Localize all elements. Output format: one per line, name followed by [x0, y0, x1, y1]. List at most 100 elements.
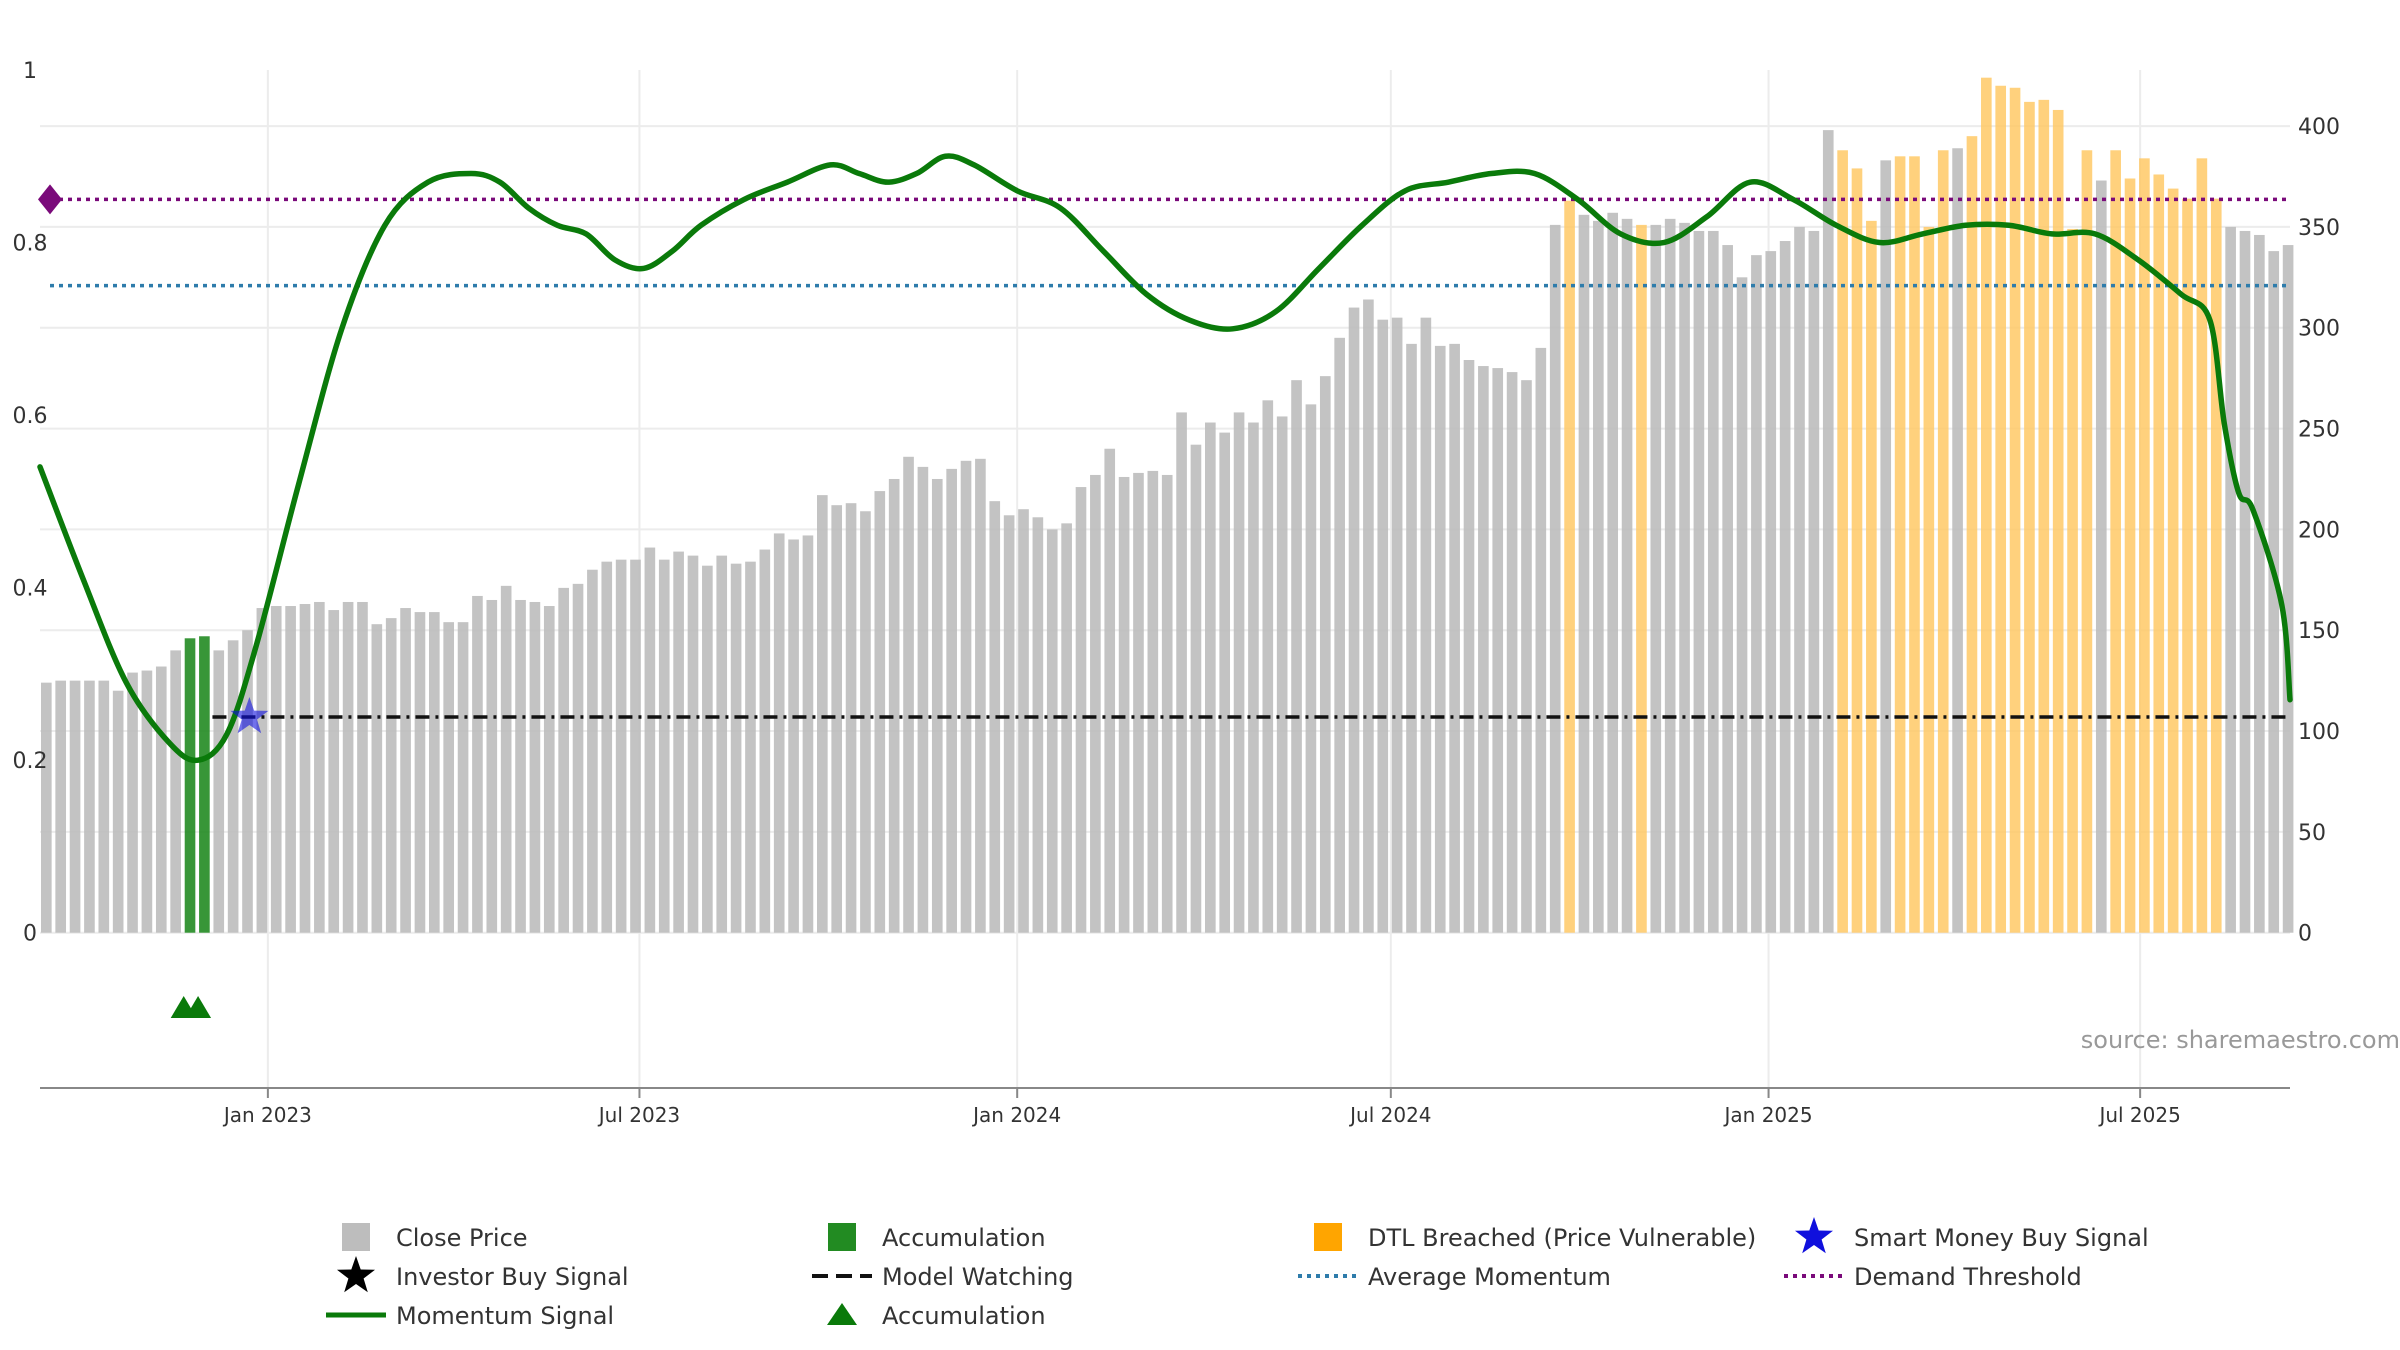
close-price-bar	[960, 460, 972, 933]
left-tick-label: 0.6	[13, 404, 48, 429]
close-price-bar	[328, 610, 340, 933]
close-price-bar	[500, 585, 512, 933]
legend-label: Model Watching	[882, 1263, 1074, 1291]
dtl-breached-bar	[2153, 174, 2165, 933]
close-price-bar	[1032, 517, 1044, 933]
close-price-bar	[1765, 251, 1777, 933]
close-price-bar	[1104, 448, 1116, 933]
close-price-bar	[1535, 347, 1547, 933]
right-tick-label: 0	[2298, 922, 2312, 947]
dtl-legend-swatch	[1314, 1223, 1342, 1251]
close-price-bar	[1779, 241, 1791, 933]
legend-item-smart-money: Smart Money Buy Signal	[1795, 1217, 2149, 1254]
close-price-bar	[1147, 470, 1159, 933]
close-price-bar	[1593, 220, 1604, 933]
close-price-bar	[1751, 255, 1762, 933]
investor-buy-legend-star	[337, 1256, 375, 1293]
close-price-bar	[644, 547, 656, 933]
close-price-bar	[658, 559, 670, 933]
close-price-bar	[745, 561, 756, 933]
close-price-bar	[975, 458, 986, 933]
right-tick-label: 350	[2298, 216, 2340, 241]
accumulation-bar	[184, 638, 196, 933]
close-price-bar	[1334, 337, 1345, 933]
dtl-breached-bar	[2182, 198, 2193, 933]
close-price-bar	[213, 650, 225, 933]
close-price-bar	[1305, 404, 1317, 933]
close-price-bar	[1046, 529, 1058, 933]
close-price-bar	[486, 599, 498, 933]
legend-item-dtl: DTL Breached (Price Vulnerable)	[1314, 1223, 1756, 1252]
demand-threshold-diamond	[38, 184, 62, 215]
close-price-bar	[2254, 234, 2265, 933]
close-price-bar	[831, 505, 843, 933]
dtl-breached-bar	[2038, 99, 2050, 933]
dtl-breached-bar	[2210, 198, 2222, 933]
close-price-bar	[84, 680, 95, 933]
close-price-bar	[443, 622, 455, 933]
dtl-breached-bar	[1636, 224, 1647, 933]
legend-label: Accumulation	[882, 1224, 1046, 1252]
legend-item-demand-threshold: Demand Threshold	[1784, 1263, 2082, 1291]
close-price-bar	[1808, 230, 1820, 933]
close-price-bar	[788, 539, 799, 933]
close-price-bar	[2268, 251, 2280, 933]
dtl-breached-bar	[2139, 158, 2150, 933]
close-price-bar	[1822, 130, 1834, 933]
close-price-bar	[1018, 509, 1029, 933]
close-price-bar	[357, 601, 368, 933]
close-price-bar	[587, 569, 598, 933]
close-price-bar	[141, 670, 153, 933]
close-price-bar	[472, 595, 483, 933]
dtl-breached-bar	[2052, 109, 2064, 933]
close-price-bar	[860, 511, 871, 933]
close-price-bar	[903, 456, 914, 933]
close-price-bar	[1434, 345, 1446, 933]
source-label: source: sharemaestro.com	[2081, 1026, 2400, 1054]
dtl-breached-bar	[1923, 226, 1935, 933]
close-price-bar	[41, 682, 52, 933]
close-price-bar	[529, 601, 541, 933]
right-tick-label: 400	[2298, 115, 2340, 140]
close-price-bar	[1449, 343, 1460, 933]
dtl-breached-bar	[2110, 150, 2121, 933]
dtl-breached-bar	[2081, 150, 2093, 933]
close-price-bar	[759, 549, 771, 933]
close-price-bar	[1205, 422, 1216, 933]
x-tick-label: Jan 2023	[222, 1103, 312, 1127]
close-price-bar	[170, 650, 181, 933]
legend-label: Momentum Signal	[396, 1302, 614, 1330]
close-price-bar	[55, 680, 67, 933]
close-price-bar	[515, 599, 526, 933]
dtl-breached-bar	[2196, 158, 2208, 933]
close-price-bar	[242, 630, 253, 933]
close-price-bar	[989, 501, 1001, 933]
close-price-bar	[773, 533, 785, 933]
legend-label: Close Price	[396, 1224, 528, 1252]
close-price-bar	[98, 680, 110, 933]
x-tick-label: Jul 2025	[2097, 1103, 2180, 1127]
close-price-bar	[1952, 148, 1963, 933]
smart-money-legend-star	[1795, 1217, 1833, 1254]
close-price-bar	[127, 672, 138, 933]
close-price-bar	[1607, 212, 1619, 933]
close-price-bar	[270, 606, 282, 933]
legend-item-momentum-signal: Momentum Signal	[326, 1302, 614, 1330]
legend-label: Investor Buy Signal	[396, 1263, 629, 1291]
close-price-bar	[1679, 222, 1690, 933]
accumulation-bar	[199, 636, 210, 933]
close-price-bar	[1578, 214, 1590, 933]
momentum-signal-line	[37, 153, 2293, 764]
close-price-bar	[730, 563, 742, 933]
close-price-bar	[558, 587, 569, 933]
legend-label: Average Momentum	[1368, 1263, 1611, 1291]
close-price-bar	[112, 690, 124, 933]
close-price-bar	[299, 604, 311, 933]
signal-markers	[170, 697, 269, 1018]
close-price-bar	[1262, 400, 1274, 933]
close-price-bar	[1693, 230, 1705, 933]
x-tick-label: Jul 2024	[1348, 1103, 1431, 1127]
legend-item-close-price: Close Price	[342, 1223, 528, 1252]
close-price-bar	[1880, 160, 1892, 933]
